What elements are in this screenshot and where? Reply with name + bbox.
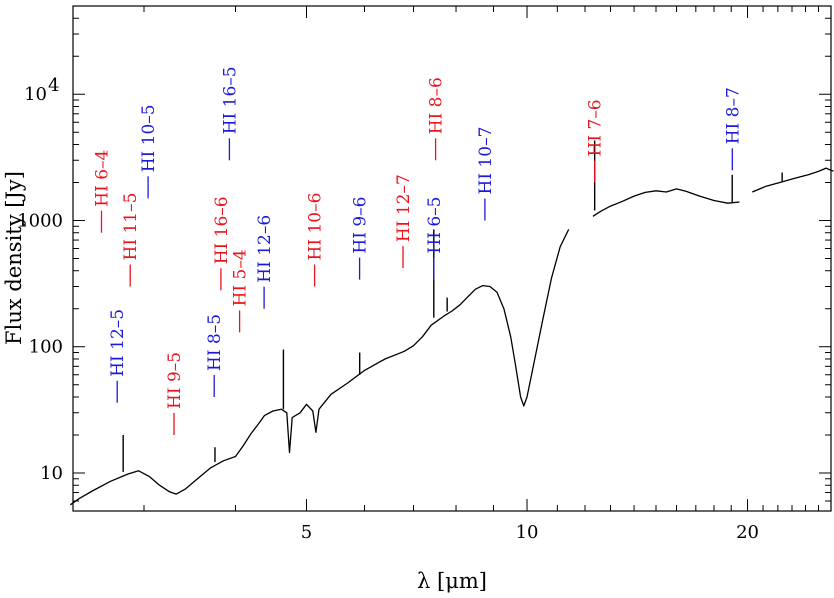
spectrum-line <box>69 167 834 506</box>
x-tick-label: 5 <box>301 522 312 543</box>
line-label: HI 6–5 <box>425 197 445 280</box>
y-tick-label: 100 <box>29 337 63 358</box>
line-label: HI 10–6 <box>306 193 326 287</box>
line-label: HI 8–7 <box>723 87 743 171</box>
line-label-text: HI 9–5 <box>165 352 185 409</box>
y-tick-label: 10 <box>40 463 63 484</box>
line-label: HI 6–4 <box>93 150 113 233</box>
line-label: HI 8–5 <box>205 314 225 397</box>
line-label-text: HI 9–6 <box>351 197 371 254</box>
line-label: HI 16–5 <box>220 66 240 161</box>
line-label-text: HI 7–6 <box>586 99 606 156</box>
line-label-text: HI 10–7 <box>476 127 496 195</box>
x-tick-label: 10 <box>516 522 539 543</box>
line-label: HI 5–4 <box>231 249 251 333</box>
line-label: HI 12–5 <box>108 309 128 403</box>
line-label-text: HI 6–4 <box>93 150 113 207</box>
line-label-text: HI 16–6 <box>212 196 232 264</box>
y-tick-label-exponent: 4 <box>48 75 59 96</box>
line-label: HI 12–6 <box>255 215 275 309</box>
line-label-text: HI 12–7 <box>394 174 414 242</box>
line-label: HI 10–5 <box>139 104 159 199</box>
line-label: HI 12–7 <box>394 174 414 269</box>
line-label-text: HI 11–5 <box>121 193 141 261</box>
y-tick-label: 1000 <box>17 210 63 231</box>
line-label-text: HI 5–4 <box>231 249 251 306</box>
plot-frame <box>72 5 832 512</box>
x-tick-label: 20 <box>736 522 759 543</box>
line-label: HI 10–7 <box>476 127 496 221</box>
line-label-text: HI 12–6 <box>255 215 275 283</box>
line-label: HI 9–5 <box>165 352 185 435</box>
line-label-text: HI 10–6 <box>306 193 326 261</box>
y-tick-label: 10 <box>24 84 47 105</box>
line-label-text: HI 10–5 <box>139 104 159 172</box>
line-identifications: HI 6–4 HI 12–5 HI 11–5 HI 10–5 HI 9–5 HI 8–5 H… <box>93 66 743 435</box>
line-label-text: HI 12–5 <box>108 309 128 377</box>
x-axis-label: λ [μm] <box>417 569 487 593</box>
line-label: HI 9–6 <box>351 197 371 280</box>
line-label: HI 16–6 <box>212 196 232 291</box>
line-label: HI 7–6 <box>586 99 606 183</box>
axis-ticks <box>73 5 832 512</box>
line-label-text: HI 8–7 <box>723 87 743 144</box>
line-label-text: HI 8–5 <box>205 314 225 371</box>
line-label-text: HI 6–5 <box>425 197 445 254</box>
y-axis-label: Flux density [Jy] <box>2 171 26 345</box>
line-label-text: HI 16–5 <box>220 66 240 134</box>
line-label-text: HI 8–6 <box>427 77 447 134</box>
line-label: HI 8–6 <box>427 77 447 161</box>
line-label: HI 11–5 <box>121 193 141 287</box>
